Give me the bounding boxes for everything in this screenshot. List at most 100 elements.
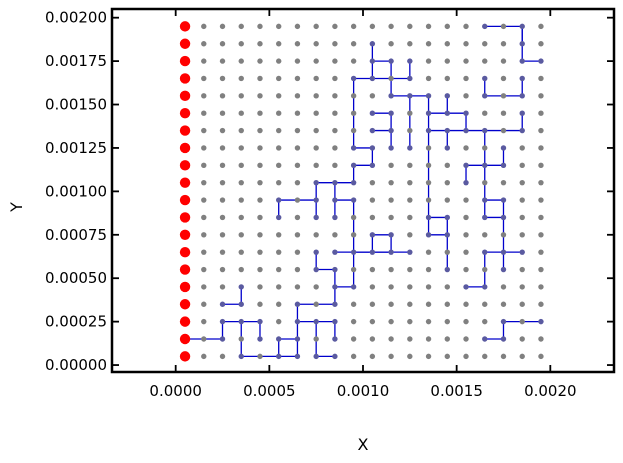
path-node	[332, 318, 338, 325]
background-node	[201, 353, 207, 360]
background-node	[425, 197, 432, 203]
background-node	[407, 232, 413, 238]
path-node	[350, 284, 357, 290]
background-node	[350, 266, 357, 273]
background-node	[238, 266, 244, 273]
background-node	[294, 179, 301, 186]
path-node	[332, 336, 338, 342]
background-node	[425, 41, 432, 47]
background-node	[313, 41, 319, 47]
background-node	[369, 284, 376, 290]
path-node	[332, 301, 338, 307]
path-line	[466, 164, 523, 253]
path-node	[407, 145, 413, 151]
background-node	[388, 179, 394, 186]
background-node	[201, 214, 207, 221]
background-node	[257, 145, 263, 151]
background-node	[313, 110, 319, 116]
path-node	[369, 232, 376, 238]
background-node	[519, 162, 525, 169]
path-node	[519, 93, 525, 99]
path-node	[500, 214, 507, 221]
background-node	[257, 197, 263, 203]
background-node	[201, 23, 207, 30]
path-node	[238, 353, 244, 360]
background-node	[294, 249, 301, 255]
path-node	[313, 318, 319, 325]
background-node	[407, 284, 413, 290]
background-node	[425, 301, 432, 307]
background-node	[425, 284, 432, 290]
boundary-node	[179, 333, 191, 345]
path-node	[369, 58, 376, 64]
background-node	[444, 284, 450, 290]
y-tick-label: 0.00175	[45, 52, 107, 70]
background-node	[425, 75, 432, 82]
background-node	[276, 162, 282, 169]
boundary-node	[179, 108, 191, 119]
path-node	[500, 249, 507, 255]
background-node	[463, 214, 469, 221]
path-node	[332, 353, 338, 360]
background-node	[294, 197, 301, 203]
path-node	[313, 249, 319, 255]
background-node	[500, 232, 507, 238]
path-node	[519, 23, 525, 30]
background-node	[538, 301, 544, 307]
background-node	[294, 284, 301, 290]
background-node	[294, 41, 301, 47]
background-node	[276, 58, 282, 64]
background-node	[313, 58, 319, 64]
path-node	[219, 301, 226, 307]
background-node	[294, 93, 301, 99]
path-node	[425, 232, 432, 238]
path-node	[294, 318, 301, 325]
plot-background	[112, 9, 614, 372]
path-node	[238, 318, 244, 325]
path-node	[350, 162, 357, 169]
background-node	[500, 301, 507, 307]
path-node	[444, 110, 450, 116]
path-node	[369, 41, 376, 47]
background-node	[407, 41, 413, 47]
path-node	[519, 110, 525, 116]
background-node	[313, 75, 319, 82]
y-axis-ticks: 0.00000 0.00025 0.00050 0.00075 0.00100 0.001…	[45, 9, 614, 374]
background-node	[257, 127, 263, 134]
boundary-node	[179, 194, 191, 206]
background-node	[407, 127, 413, 134]
background-node	[332, 75, 338, 82]
path-node	[407, 75, 413, 82]
background-node	[238, 41, 244, 47]
background-node	[276, 75, 282, 82]
path-node	[519, 127, 525, 134]
path-node	[276, 214, 282, 221]
background-node	[388, 284, 394, 290]
path-node	[538, 318, 544, 325]
background-node	[294, 23, 301, 30]
path-node	[500, 318, 507, 325]
background-node	[219, 41, 226, 47]
background-node	[332, 23, 338, 30]
background-node	[482, 318, 488, 325]
background-node	[313, 284, 319, 290]
y-tick-label: 0.00025	[45, 313, 107, 331]
path-node	[257, 318, 263, 325]
background-node	[538, 266, 544, 273]
background-node	[276, 93, 282, 99]
boundary-node	[179, 212, 191, 223]
background-node	[444, 197, 450, 203]
path-node	[388, 58, 394, 64]
background-node	[407, 266, 413, 273]
path-node	[425, 93, 432, 99]
boundary-node	[179, 90, 191, 102]
background-node	[257, 41, 263, 47]
background-node	[407, 197, 413, 203]
path-node	[257, 336, 263, 342]
background-node	[463, 232, 469, 238]
background-node	[257, 301, 263, 307]
background-node	[201, 127, 207, 134]
background-node	[201, 162, 207, 169]
background-node	[407, 336, 413, 342]
background-node	[538, 214, 544, 221]
